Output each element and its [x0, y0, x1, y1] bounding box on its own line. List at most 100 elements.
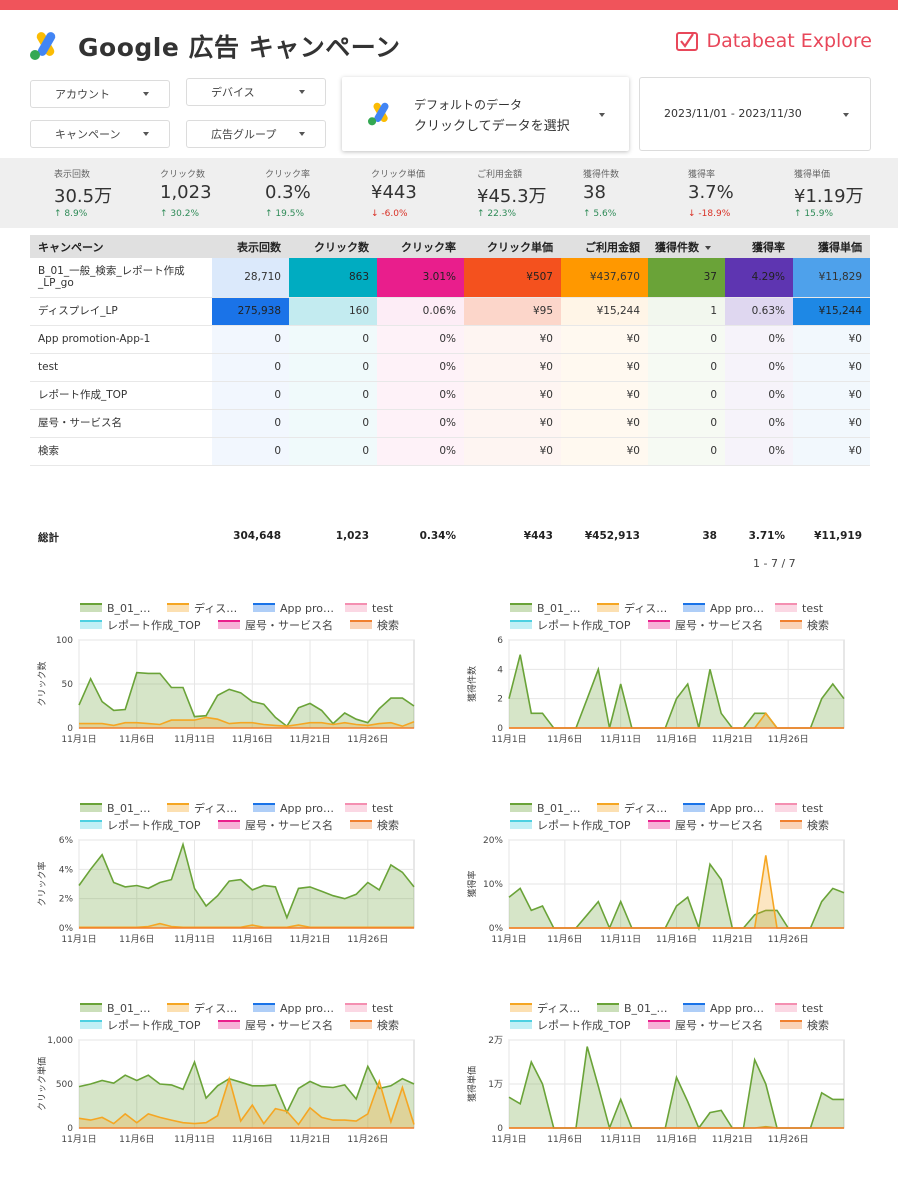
column-header[interactable]: クリック単価	[464, 235, 561, 258]
metric-cell: ¥0	[561, 325, 648, 354]
legend-swatch	[510, 1021, 532, 1029]
chart-svg: ディス… B_01_… App pro… test レポート作成_TOP 屋号・サービス名…	[466, 1001, 845, 1145]
metric-cell: ¥0	[793, 353, 870, 382]
column-header[interactable]: クリック率	[377, 235, 464, 258]
legend-label: B_01_…	[624, 1002, 668, 1015]
column-header[interactable]: クリック数	[289, 235, 377, 258]
metric-cell: ¥437,670	[561, 258, 648, 298]
metric-cell: ¥0	[561, 381, 648, 410]
series-line	[78, 671, 415, 728]
metric-cell: 37	[648, 258, 725, 298]
metric-cell: 0.63%	[725, 297, 793, 326]
legend-swatch	[80, 821, 102, 829]
column-header[interactable]: ご利用金額	[561, 235, 648, 258]
legend-label: ディス…	[194, 801, 237, 815]
x-tick-label: 11月6日	[547, 734, 582, 745]
legend-label: ディス…	[624, 801, 667, 815]
legend-label: 検索	[377, 818, 399, 832]
metric-cell: 0%	[377, 437, 464, 466]
legend-swatch	[80, 621, 102, 629]
column-header[interactable]: キャンペーン	[30, 235, 212, 258]
x-tick-label: 11月26日	[347, 734, 388, 745]
y-axis-label: 獲得単価	[466, 1066, 478, 1102]
table-row[interactable]: App promotion-App-1 0 0 0% ¥0 ¥0 0 0% ¥0	[30, 325, 870, 354]
y-tick-label: 500	[56, 1080, 73, 1090]
table-row[interactable]: レポート作成_TOP 0 0 0% ¥0 ¥0 0 0% ¥0	[30, 381, 870, 410]
x-tick-label: 11月1日	[61, 734, 96, 745]
column-header[interactable]: 獲得件数	[648, 235, 725, 258]
legend-label: 検索	[807, 1018, 829, 1032]
y-tick-label: 6%	[59, 836, 74, 846]
data-source-selector[interactable]: デフォルトのデータ クリックしてデータを選択	[342, 77, 629, 151]
table-row[interactable]: 検索 0 0 0% ¥0 ¥0 0 0% ¥0	[30, 437, 870, 466]
series-area	[509, 713, 844, 728]
x-tick-label: 11月1日	[491, 734, 526, 745]
y-tick-label: 4%	[59, 865, 74, 875]
legend-swatch	[683, 804, 705, 812]
header: Google 広告 キャンペーン	[28, 26, 400, 66]
legend-label: レポート作成_TOP	[537, 819, 631, 832]
kpi-value: 0.3%	[265, 182, 311, 203]
legend-swatch	[218, 1021, 240, 1029]
metric-cell: ¥0	[464, 325, 561, 354]
date-range-picker[interactable]: 2023/11/01 - 2023/11/30	[639, 77, 871, 151]
legend-swatch	[167, 804, 189, 812]
series-area	[509, 864, 844, 928]
legend-swatch	[648, 821, 670, 829]
kpi-label: クリック率	[265, 170, 311, 180]
column-header[interactable]: 獲得単価	[793, 235, 870, 258]
column-header-label: クリック率	[401, 240, 456, 254]
table-row[interactable]: B_01_一般_検索_レポート作成_LP_go 28,710 863 3.01% ¥50…	[30, 258, 870, 298]
legend-label: レポート作成_TOP	[537, 619, 631, 632]
y-tick-label: 2%	[59, 895, 74, 905]
legend-label: test	[372, 1002, 394, 1015]
chevron-down-icon	[299, 132, 305, 136]
chart-ctr: B_01_… ディス… App pro… test レポート作成_TOP 屋号・サービス名…	[30, 798, 450, 998]
legend-label: test	[802, 802, 824, 815]
legend-swatch	[597, 1004, 619, 1012]
chevron-down-icon	[143, 132, 149, 136]
legend-label: 検索	[807, 818, 829, 832]
metric-cell: ¥15,244	[561, 297, 648, 326]
chart-svg: B_01_… ディス… App pro… test レポート作成_TOP 屋号・サービス名…	[466, 801, 845, 945]
legend-swatch	[345, 1004, 367, 1012]
legend-label: B_01_…	[107, 1002, 151, 1015]
account-filter-label: アカウント	[55, 88, 110, 101]
campaign-filter[interactable]: キャンペーン	[30, 120, 170, 148]
ad-group-filter-label: 広告グループ	[211, 128, 277, 141]
y-tick-label: 10%	[483, 880, 503, 890]
total-cvr: 3.71%	[748, 530, 785, 542]
table-row[interactable]: test 0 0 0% ¥0 ¥0 0 0% ¥0	[30, 353, 870, 382]
data-source-line2: クリックしてデータを選択	[414, 119, 570, 134]
x-tick-label: 11月21日	[290, 734, 331, 745]
series-area	[509, 654, 844, 728]
x-tick-label: 11月21日	[712, 1134, 753, 1145]
column-header-label: クリック単価	[487, 240, 553, 254]
column-header-label: キャンペーン	[38, 240, 104, 254]
metric-cell: ¥0	[793, 325, 870, 354]
metric-cell: 0	[212, 381, 289, 410]
table-row[interactable]: 屋号・サービス名 0 0 0% ¥0 ¥0 0 0% ¥0	[30, 409, 870, 438]
legend-label: App pro…	[710, 802, 764, 815]
campaign-name-cell: 検索	[30, 437, 212, 466]
legend-swatch	[167, 604, 189, 612]
device-filter[interactable]: デバイス	[186, 78, 326, 106]
series-line	[79, 716, 415, 728]
x-tick-label: 11月6日	[547, 934, 582, 945]
chart-clicks: B_01_… ディス… App pro… test レポート作成_TOP 屋号・サービス名…	[30, 598, 450, 798]
table-row[interactable]: ディスプレイ_LP 275,938 160 0.06% ¥95 ¥15,244 1 0.63%…	[30, 297, 870, 326]
series-area	[509, 855, 844, 928]
column-header[interactable]: 獲得率	[725, 235, 793, 258]
account-filter[interactable]: アカウント	[30, 80, 170, 108]
kpi-delta-value: 30.2%	[170, 209, 199, 219]
ad-group-filter[interactable]: 広告グループ	[186, 120, 326, 148]
legend-label: App pro…	[280, 1002, 334, 1015]
series-area	[79, 844, 414, 928]
column-header[interactable]: 表示回数	[212, 235, 289, 258]
legend-swatch	[597, 604, 619, 612]
metric-cell: 0%	[377, 381, 464, 410]
x-tick-label: 11月26日	[347, 934, 388, 945]
kpi-value: ¥45.3万	[477, 186, 547, 207]
metric-cell: 0%	[725, 325, 793, 354]
kpi-delta: ↑ 30.2%	[160, 209, 260, 219]
